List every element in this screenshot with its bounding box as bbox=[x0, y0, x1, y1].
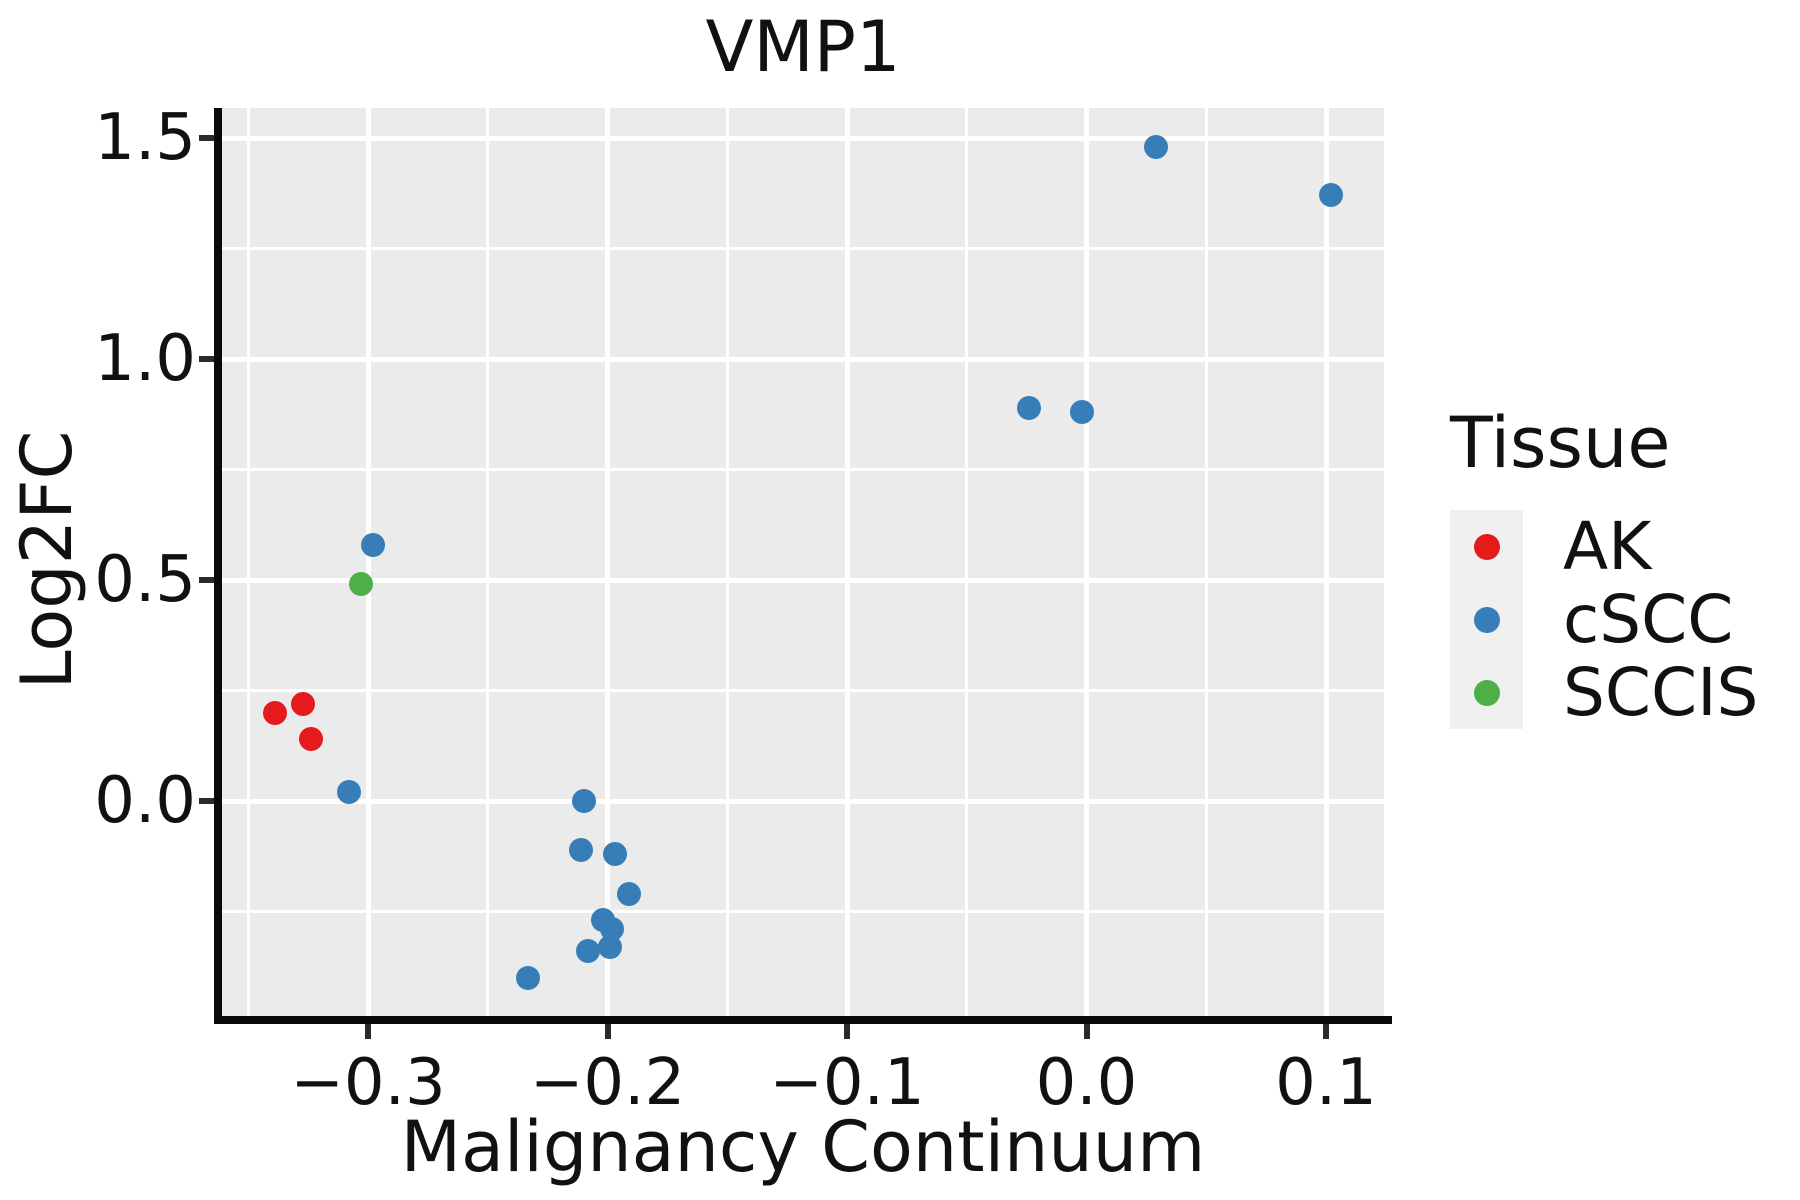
y-tick-mark bbox=[199, 798, 214, 804]
x-axis-line bbox=[214, 1016, 1392, 1024]
data-point-cscc bbox=[571, 789, 596, 813]
plot-panel bbox=[222, 108, 1384, 1016]
gridline-x-minor bbox=[725, 108, 729, 1016]
gridline-x-major bbox=[365, 108, 371, 1016]
legend-dot-icon bbox=[1473, 679, 1500, 706]
data-point-cscc bbox=[360, 532, 385, 557]
legend-dot-icon bbox=[1473, 606, 1500, 633]
legend-entry-sccis: SCCIS bbox=[1450, 654, 1759, 731]
gridline-x-minor bbox=[486, 108, 490, 1016]
data-point-ak bbox=[262, 700, 287, 725]
gridline-x-major bbox=[1323, 108, 1329, 1016]
gridline-x-minor bbox=[246, 108, 250, 1016]
data-point-cscc bbox=[1069, 400, 1094, 425]
y-tick-mark bbox=[199, 356, 214, 362]
x-tick-mark bbox=[844, 1024, 850, 1039]
legend-entry-cscc: cSCC bbox=[1450, 581, 1758, 658]
gridline-y-minor bbox=[222, 468, 1384, 471]
legend-dot-icon bbox=[1473, 533, 1500, 560]
data-point-cscc bbox=[602, 842, 627, 867]
gridline-x-minor bbox=[1204, 108, 1208, 1016]
gridline-y-major bbox=[222, 135, 1384, 141]
y-tick-label: 0.0 bbox=[94, 764, 196, 838]
x-tick-label: −0.1 bbox=[769, 1046, 925, 1120]
legend: Tissue AK cSCC SCCIS bbox=[1450, 402, 1759, 731]
y-axis-line bbox=[214, 108, 222, 1024]
data-point-cscc bbox=[1318, 183, 1343, 208]
data-point-cscc bbox=[336, 780, 361, 805]
x-axis-title: Malignancy Continuum bbox=[400, 1106, 1206, 1188]
gridline-y-major bbox=[222, 577, 1384, 583]
data-point-ak bbox=[298, 727, 323, 752]
legend-keys: AK cSCC SCCIS bbox=[1450, 508, 1759, 731]
gridline-y-minor bbox=[222, 910, 1384, 913]
gridline-x-major bbox=[844, 108, 850, 1016]
x-tick-label: −0.2 bbox=[529, 1046, 686, 1120]
y-tick-label: 1.5 bbox=[94, 101, 196, 175]
x-tick-mark bbox=[365, 1024, 371, 1039]
x-tick-mark bbox=[1323, 1024, 1329, 1039]
legend-key bbox=[1450, 510, 1523, 583]
gridline-x-minor bbox=[965, 108, 969, 1016]
data-point-cscc bbox=[597, 934, 622, 959]
legend-entry-label: cSCC bbox=[1563, 581, 1734, 658]
legend-key bbox=[1450, 583, 1523, 656]
data-point-cscc bbox=[516, 965, 541, 990]
x-tick-label: 0.1 bbox=[1275, 1046, 1377, 1120]
y-tick-label: 0.5 bbox=[94, 543, 196, 617]
data-point-ak bbox=[291, 691, 316, 716]
legend-key bbox=[1450, 656, 1523, 729]
data-point-cscc bbox=[617, 881, 642, 906]
y-tick-label: 1.0 bbox=[94, 322, 196, 396]
gridline-y-minor bbox=[222, 247, 1384, 250]
data-point-cscc bbox=[576, 939, 601, 964]
legend-entry-ak: AK bbox=[1450, 508, 1758, 585]
x-tick-label: 0.0 bbox=[1035, 1046, 1138, 1120]
x-tick-label: −0.3 bbox=[290, 1046, 446, 1120]
data-point-cscc bbox=[569, 837, 594, 862]
x-tick-mark bbox=[1083, 1024, 1090, 1039]
legend-entry-label: SCCIS bbox=[1563, 654, 1759, 731]
y-tick-mark bbox=[199, 135, 214, 141]
legend-entry-label: AK bbox=[1563, 508, 1652, 585]
legend-title: Tissue bbox=[1450, 402, 1671, 484]
chart-title: VMP1 bbox=[705, 6, 901, 88]
data-point-cscc bbox=[1143, 134, 1168, 159]
gridline-y-major bbox=[222, 356, 1384, 362]
gridline-y-major bbox=[222, 798, 1384, 804]
data-point-sccis bbox=[348, 572, 373, 597]
y-tick-mark bbox=[199, 577, 214, 583]
data-point-cscc bbox=[1017, 395, 1042, 420]
x-tick-mark bbox=[604, 1024, 611, 1039]
gridline-x-major bbox=[605, 108, 610, 1016]
gridline-x-major bbox=[1084, 108, 1089, 1016]
gridline-y-minor bbox=[222, 689, 1384, 692]
